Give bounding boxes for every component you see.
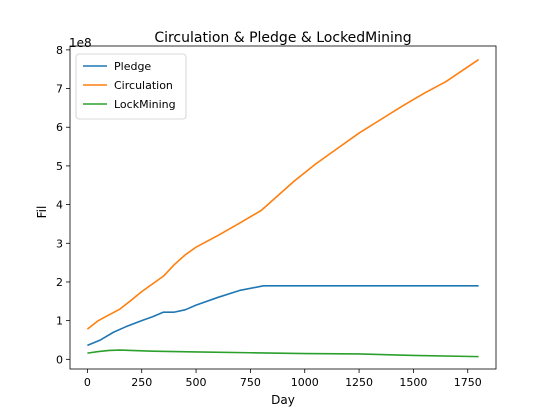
chart-title: Circulation & Pledge & LockedMining bbox=[154, 30, 411, 46]
y-tick-label: 6 bbox=[56, 121, 63, 134]
x-tick-label: 1250 bbox=[345, 376, 373, 389]
y-tick-label: 1 bbox=[56, 315, 63, 328]
y-tick-label: 4 bbox=[56, 199, 63, 212]
x-tick-label: 0 bbox=[84, 376, 91, 389]
x-axis: 0 250 500 750 1000 1250 1500 1750 bbox=[84, 369, 482, 389]
y-tick-label: 7 bbox=[56, 83, 63, 96]
series-layer bbox=[86, 58, 480, 358]
x-tick-label: 500 bbox=[186, 376, 207, 389]
legend-label: Circulation bbox=[114, 79, 173, 92]
x-tick-label: 250 bbox=[131, 376, 152, 389]
y-tick-label: 5 bbox=[56, 160, 63, 173]
x-tick-label: 1500 bbox=[399, 376, 427, 389]
y-axis-multiplier: 1e8 bbox=[69, 36, 92, 50]
legend-label: Pledge bbox=[114, 60, 151, 73]
y-tick-label: 2 bbox=[56, 276, 63, 289]
y-tick-label: 0 bbox=[56, 353, 63, 366]
x-tick-label: 1750 bbox=[454, 376, 482, 389]
axes-frame bbox=[69, 45, 497, 370]
y-axis-label: Fil bbox=[35, 206, 49, 219]
x-axis-label: Day bbox=[271, 393, 295, 407]
series-line-pledge bbox=[87, 285, 479, 347]
series-line-lockmining bbox=[87, 349, 479, 358]
x-tick-label: 1000 bbox=[291, 376, 319, 389]
series-line-circulation bbox=[86, 58, 480, 330]
x-tick-label: 750 bbox=[240, 376, 261, 389]
y-tick-label: 3 bbox=[56, 237, 63, 250]
legend-box bbox=[75, 53, 187, 120]
y-axis: 0 1 2 3 4 5 6 7 8 bbox=[56, 44, 70, 366]
y-tick-label: 8 bbox=[56, 44, 63, 57]
plot-area bbox=[69, 45, 497, 370]
legend: Pledge Circulation LockMining bbox=[75, 53, 187, 120]
legend-label: LockMining bbox=[114, 98, 176, 111]
